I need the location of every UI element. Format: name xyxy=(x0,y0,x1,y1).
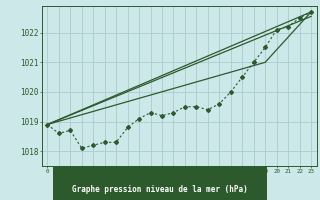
Text: Graphe pression niveau de la mer (hPa): Graphe pression niveau de la mer (hPa) xyxy=(72,185,248,194)
